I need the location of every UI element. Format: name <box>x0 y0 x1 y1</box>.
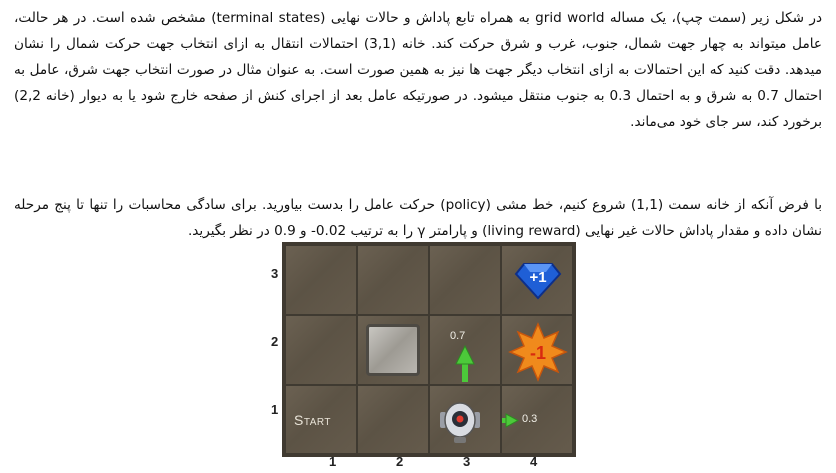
cell-3-3 <box>429 245 501 315</box>
prob-north-label: 0.7 <box>450 330 466 342</box>
cell-1-1: Start <box>285 385 357 454</box>
row-label-1: 1 <box>271 402 279 417</box>
cell-2-1 <box>357 385 429 454</box>
cell-4-1: 0.3 <box>501 385 573 454</box>
diamond-icon: +1 <box>514 263 562 300</box>
problem-description: در شکل زیر (سمت چپ)، یک مساله grid world… <box>14 10 823 130</box>
arrow-up-icon <box>455 344 475 382</box>
prob-east-label: 0.3 <box>522 413 538 425</box>
cell-3-1 <box>429 385 501 454</box>
cell-3-2: 0.7 <box>429 315 501 385</box>
start-label: Start <box>294 412 332 428</box>
robot-agent-icon <box>440 402 480 443</box>
cell-4-3: +1 <box>501 245 573 315</box>
wall-block <box>366 324 420 376</box>
cell-2-2 <box>357 315 429 385</box>
task-statement: با فرض آنکه از خانه سمت (1,1) شروع کنیم،… <box>14 197 822 239</box>
col-label-3: 3 <box>463 454 471 469</box>
reward-plus-one: +1 <box>529 269 546 286</box>
grid-world-figure: 3 2 1 +1 0.7 -1 <box>266 242 586 473</box>
row-label-3: 3 <box>271 266 279 281</box>
cell-4-2: -1 <box>501 315 573 385</box>
reward-minus-one: -1 <box>530 343 546 363</box>
grid-board: +1 0.7 -1 Start <box>282 242 576 457</box>
cell-1-3 <box>285 245 357 315</box>
row-label-2: 2 <box>271 334 279 349</box>
cell-1-2 <box>285 315 357 385</box>
col-label-2: 2 <box>396 454 404 469</box>
col-label-4: 4 <box>530 454 538 469</box>
col-label-1: 1 <box>329 454 337 469</box>
cell-2-3 <box>357 245 429 315</box>
arrow-right-icon <box>502 413 520 428</box>
fire-pit-icon: -1 <box>508 322 568 382</box>
